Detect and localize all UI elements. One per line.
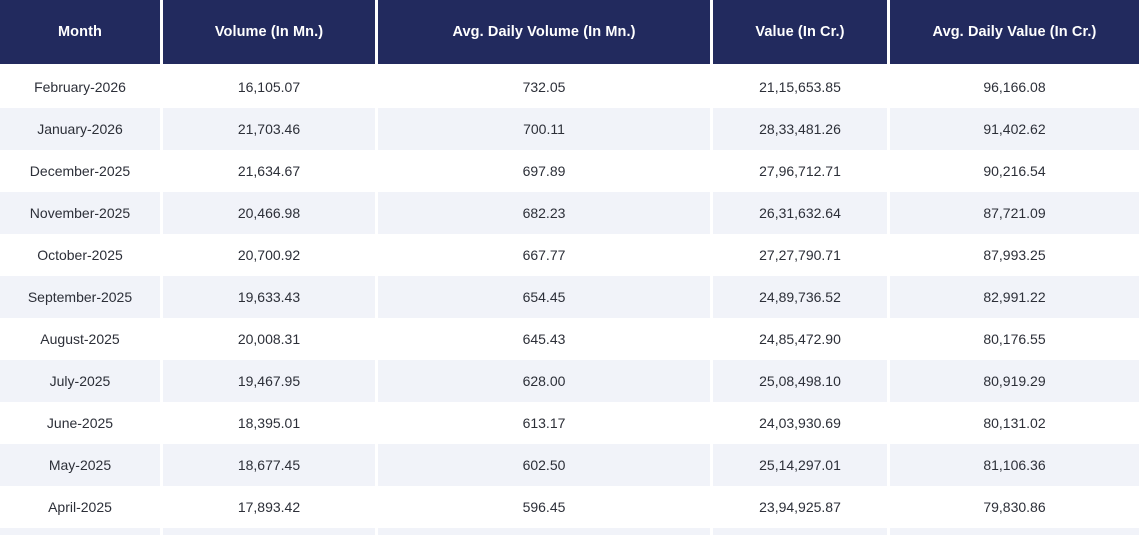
cell-month: November-2025 (0, 192, 160, 234)
cell-empty (887, 528, 1139, 535)
cell-value: 25,08,498.10 (710, 360, 887, 402)
table-body: February-2026 16,105.07 732.05 21,15,653.85… (0, 66, 1139, 535)
cell-volume: 18,677.45 (160, 444, 375, 486)
cell-value: 25,14,297.01 (710, 444, 887, 486)
cell-avg-daily-volume: 602.50 (375, 444, 710, 486)
cell-volume: 19,633.43 (160, 276, 375, 318)
cell-avg-daily-value: 90,216.54 (887, 150, 1139, 192)
column-header-avg-daily-value: Avg. Daily Value (In Cr.) (887, 0, 1139, 66)
cell-empty (0, 528, 160, 535)
table-header: Month Volume (In Mn.) Avg. Daily Volume … (0, 0, 1139, 66)
table-row: June-2025 18,395.01 613.17 24,03,930.69 80,1… (0, 402, 1139, 444)
cell-avg-daily-value: 81,106.36 (887, 444, 1139, 486)
cell-avg-daily-volume: 700.11 (375, 108, 710, 150)
cell-avg-daily-volume: 682.23 (375, 192, 710, 234)
cell-avg-daily-value: 87,993.25 (887, 234, 1139, 276)
cell-volume: 21,703.46 (160, 108, 375, 150)
cell-value: 24,85,472.90 (710, 318, 887, 360)
column-header-volume: Volume (In Mn.) (160, 0, 375, 66)
cell-value: 26,31,632.64 (710, 192, 887, 234)
cell-avg-daily-value: 96,166.08 (887, 66, 1139, 108)
cell-volume: 20,466.98 (160, 192, 375, 234)
cell-value: 21,15,653.85 (710, 66, 887, 108)
cell-avg-daily-value: 80,176.55 (887, 318, 1139, 360)
cell-month: August-2025 (0, 318, 160, 360)
cell-month: April-2025 (0, 486, 160, 528)
table-row: October-2025 20,700.92 667.77 27,27,790.71 8… (0, 234, 1139, 276)
cell-avg-daily-value: 87,721.09 (887, 192, 1139, 234)
cell-avg-daily-value: 80,919.29 (887, 360, 1139, 402)
cell-volume: 16,105.07 (160, 66, 375, 108)
cell-value: 28,33,481.26 (710, 108, 887, 150)
cell-avg-daily-volume: 654.45 (375, 276, 710, 318)
cell-avg-daily-value: 91,402.62 (887, 108, 1139, 150)
cell-empty (160, 528, 375, 535)
cell-avg-daily-volume: 613.17 (375, 402, 710, 444)
cell-month: October-2025 (0, 234, 160, 276)
cell-month: December-2025 (0, 150, 160, 192)
table-row: February-2026 16,105.07 732.05 21,15,653.85… (0, 66, 1139, 108)
cell-volume: 20,700.92 (160, 234, 375, 276)
table-row: July-2025 19,467.95 628.00 25,08,498.10 80,9… (0, 360, 1139, 402)
cell-month: September-2025 (0, 276, 160, 318)
column-header-avg-daily-volume: Avg. Daily Volume (In Mn.) (375, 0, 710, 66)
cell-month: May-2025 (0, 444, 160, 486)
table-row: May-2025 18,677.45 602.50 25,14,297.01 81,10… (0, 444, 1139, 486)
cell-month: January-2026 (0, 108, 160, 150)
cell-value: 27,96,712.71 (710, 150, 887, 192)
cell-avg-daily-volume: 596.45 (375, 486, 710, 528)
cell-month: February-2026 (0, 66, 160, 108)
column-header-value: Value (In Cr.) (710, 0, 887, 66)
cell-value: 24,03,930.69 (710, 402, 887, 444)
cell-avg-daily-volume: 645.43 (375, 318, 710, 360)
cell-avg-daily-value: 79,830.86 (887, 486, 1139, 528)
table-row: April-2025 17,893.42 596.45 23,94,925.87 79,… (0, 486, 1139, 528)
table-row: December-2025 21,634.67 697.89 27,96,712.71… (0, 150, 1139, 192)
cell-empty (710, 528, 887, 535)
table-row: September-2025 19,633.43 654.45 24,89,736.5… (0, 276, 1139, 318)
table-row: August-2025 20,008.31 645.43 24,85,472.90 80… (0, 318, 1139, 360)
table-row: January-2026 21,703.46 700.11 28,33,481.26 9… (0, 108, 1139, 150)
cell-volume: 17,893.42 (160, 486, 375, 528)
cell-volume: 20,008.31 (160, 318, 375, 360)
cell-empty (375, 528, 710, 535)
cell-value: 23,94,925.87 (710, 486, 887, 528)
table-row-partial (0, 528, 1139, 535)
cell-value: 24,89,736.52 (710, 276, 887, 318)
cell-avg-daily-volume: 732.05 (375, 66, 710, 108)
cell-avg-daily-volume: 628.00 (375, 360, 710, 402)
column-header-month: Month (0, 0, 160, 66)
header-row: Month Volume (In Mn.) Avg. Daily Volume … (0, 0, 1139, 66)
cell-month: July-2025 (0, 360, 160, 402)
cell-volume: 19,467.95 (160, 360, 375, 402)
cell-avg-daily-volume: 667.77 (375, 234, 710, 276)
cell-avg-daily-value: 80,131.02 (887, 402, 1139, 444)
cell-volume: 18,395.01 (160, 402, 375, 444)
cell-value: 27,27,790.71 (710, 234, 887, 276)
cell-month: June-2025 (0, 402, 160, 444)
cell-avg-daily-volume: 697.89 (375, 150, 710, 192)
table-row: November-2025 20,466.98 682.23 26,31,632.64… (0, 192, 1139, 234)
cell-volume: 21,634.67 (160, 150, 375, 192)
cell-avg-daily-value: 82,991.22 (887, 276, 1139, 318)
